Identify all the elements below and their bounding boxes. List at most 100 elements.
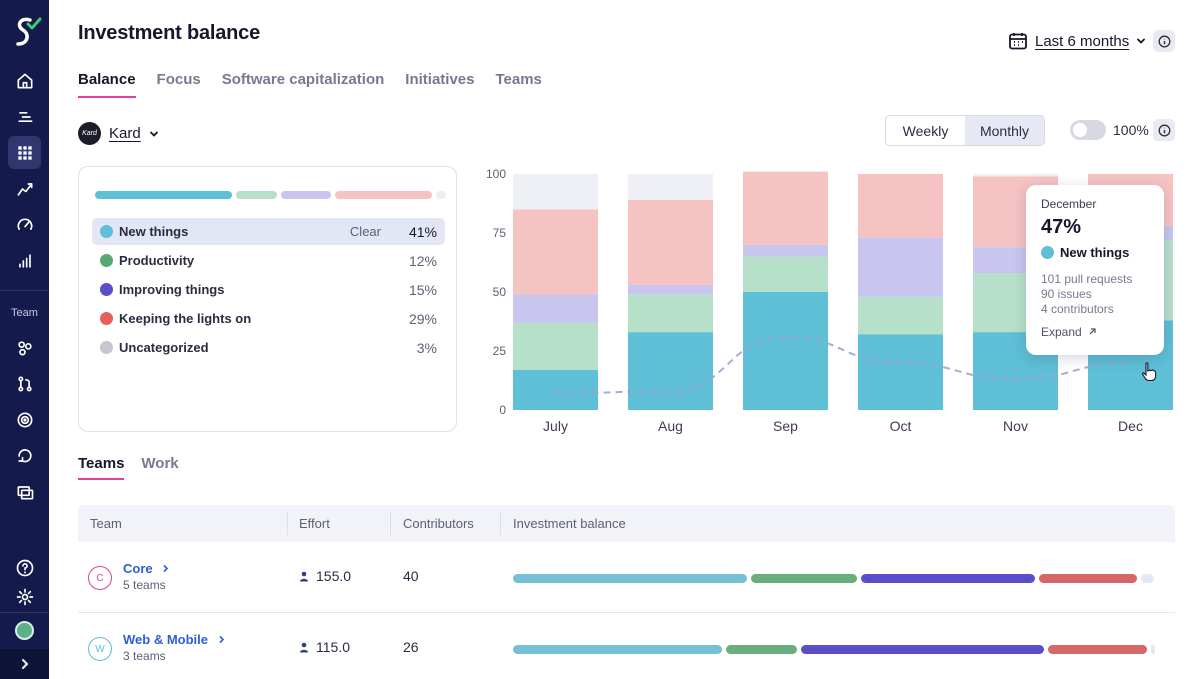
sidebar-item-bars[interactable] (8, 244, 41, 277)
git-icon (17, 376, 32, 391)
sidebar-item-help[interactable] (8, 551, 41, 584)
monthly-option[interactable]: Monthly (965, 116, 1044, 145)
table-row[interactable]: C Core 5 teams 155.0 40 (78, 542, 1175, 613)
subtab-teams[interactable]: Teams (78, 455, 125, 480)
column-divider (500, 512, 501, 535)
sidebar-item-refresh[interactable] (8, 439, 41, 472)
info-icon (1158, 124, 1170, 136)
legend-label: Improving things (119, 282, 225, 297)
balance-segment (860, 574, 1036, 583)
bar-segment[interactable] (513, 174, 598, 210)
team-subteams: 5 teams (123, 578, 166, 592)
bar-segment[interactable] (513, 322, 598, 370)
sidebar-item-grid[interactable] (8, 136, 41, 169)
bar-segment[interactable] (858, 237, 943, 297)
balance-segment (513, 574, 747, 583)
sidebar-item-target[interactable] (8, 403, 41, 436)
bar-segment[interactable] (743, 244, 828, 257)
bar-segment[interactable] (628, 294, 713, 333)
sidebar-item-team[interactable] (8, 331, 41, 364)
team-name: Core (123, 561, 153, 576)
bar-segment[interactable] (743, 292, 828, 410)
percent-info-button[interactable] (1153, 119, 1175, 141)
sidebar-item-list[interactable] (8, 100, 41, 133)
tooltip-expand-link[interactable]: Expand (1041, 325, 1149, 339)
trend-line (555, 335, 1131, 395)
tab-software-capitalization[interactable]: Software capitalization (221, 71, 385, 88)
team-name-link[interactable]: Core (123, 561, 170, 576)
tooltip-dot (1041, 246, 1054, 259)
column-divider (287, 512, 288, 535)
tooltip-percent: 47% (1041, 216, 1082, 238)
effort-value: 115.0 (316, 639, 350, 655)
bar-segment[interactable] (743, 256, 828, 292)
team-icon (17, 340, 32, 355)
subtab-work[interactable]: Work (141, 455, 179, 472)
y-tick-label: 75 (493, 226, 507, 240)
column-header-team[interactable]: Team (90, 516, 122, 531)
column-header-effort[interactable]: Effort (299, 516, 330, 531)
balance-segment (750, 574, 857, 583)
bar-segment[interactable] (628, 199, 713, 285)
x-tick-label: Oct (890, 418, 912, 434)
balance-segment (513, 645, 722, 654)
weekly-option[interactable]: Weekly (902, 122, 949, 139)
header-info-button[interactable] (1153, 30, 1175, 52)
trend-icon (17, 182, 32, 196)
legend-item-improving-things[interactable]: Improving things 15% (92, 276, 445, 303)
balance-segment (1039, 574, 1137, 583)
granularity-toggle: Weekly Monthly (885, 115, 1045, 146)
person-icon (300, 571, 308, 581)
tab-initiatives[interactable]: Initiatives (405, 71, 475, 88)
bar-segment[interactable] (628, 174, 713, 200)
legend-item-new-things[interactable]: New things Clear 41% (92, 218, 445, 245)
sidebar-item-settings[interactable] (8, 580, 41, 613)
bar-segment[interactable] (858, 334, 943, 410)
legend-clear-button[interactable]: Clear (349, 224, 381, 239)
bar-segment[interactable] (743, 171, 828, 245)
legend-item-keeping-lights-on[interactable]: Keeping the lights on 29% (92, 305, 445, 332)
sidebar-item-trend[interactable] (8, 172, 41, 205)
y-tick-label: 100 (486, 167, 506, 181)
bar-segment[interactable] (973, 174, 1058, 177)
percent-toggle[interactable] (1070, 120, 1106, 140)
team-name-link[interactable]: Web & Mobile (123, 632, 226, 647)
org-selector[interactable]: Kard Kard (78, 122, 159, 145)
sidebar-item-stack[interactable] (8, 475, 41, 508)
date-range-label: Last 6 months (1035, 32, 1130, 50)
team-name: Web & Mobile (123, 632, 208, 647)
column-header-contributors[interactable]: Contributors (403, 516, 474, 531)
bar-segment[interactable] (858, 174, 943, 238)
sidebar-item-git[interactable] (8, 367, 41, 400)
sidebar-expand-button[interactable] (0, 649, 49, 679)
sidebar-item-home[interactable] (8, 64, 41, 97)
legend-pct: 12% (408, 252, 437, 269)
bar-segment[interactable] (628, 284, 713, 295)
balance-segment (1151, 645, 1156, 654)
tab-focus[interactable]: Focus (156, 71, 201, 88)
bar-segment[interactable] (513, 369, 598, 410)
app-logo[interactable] (10, 14, 42, 50)
table-row[interactable]: W Web & Mobile 3 teams 115.0 26 (78, 613, 1175, 679)
legend-dot (100, 254, 113, 267)
bar-icon (18, 253, 31, 268)
person-icon (300, 642, 308, 652)
gear-icon (16, 588, 33, 605)
sidebar: Team (0, 0, 49, 679)
tab-teams[interactable]: Teams (495, 71, 542, 88)
tab-balance[interactable]: Balance (78, 71, 136, 98)
chart-tooltip: December 47% New things 101 pull request… (1026, 185, 1164, 355)
sidebar-item-gauge[interactable] (8, 208, 41, 241)
date-range-picker[interactable]: Last 6 months (1008, 30, 1146, 52)
bar-segment[interactable] (628, 332, 713, 410)
bar-segment[interactable] (513, 294, 598, 323)
legend-card: New things Clear 41% Productivity 12% Im… (78, 166, 457, 432)
user-avatar[interactable] (15, 621, 34, 640)
legend-item-productivity[interactable]: Productivity 12% (92, 247, 445, 274)
column-header-investment-balance[interactable]: Investment balance (513, 516, 626, 531)
legend-pct: 29% (408, 310, 437, 327)
bar-segment[interactable] (513, 209, 598, 295)
gauge-icon (17, 218, 32, 230)
legend-item-uncategorized[interactable]: Uncategorized 3% (92, 334, 445, 361)
bar-segment[interactable] (858, 296, 943, 335)
